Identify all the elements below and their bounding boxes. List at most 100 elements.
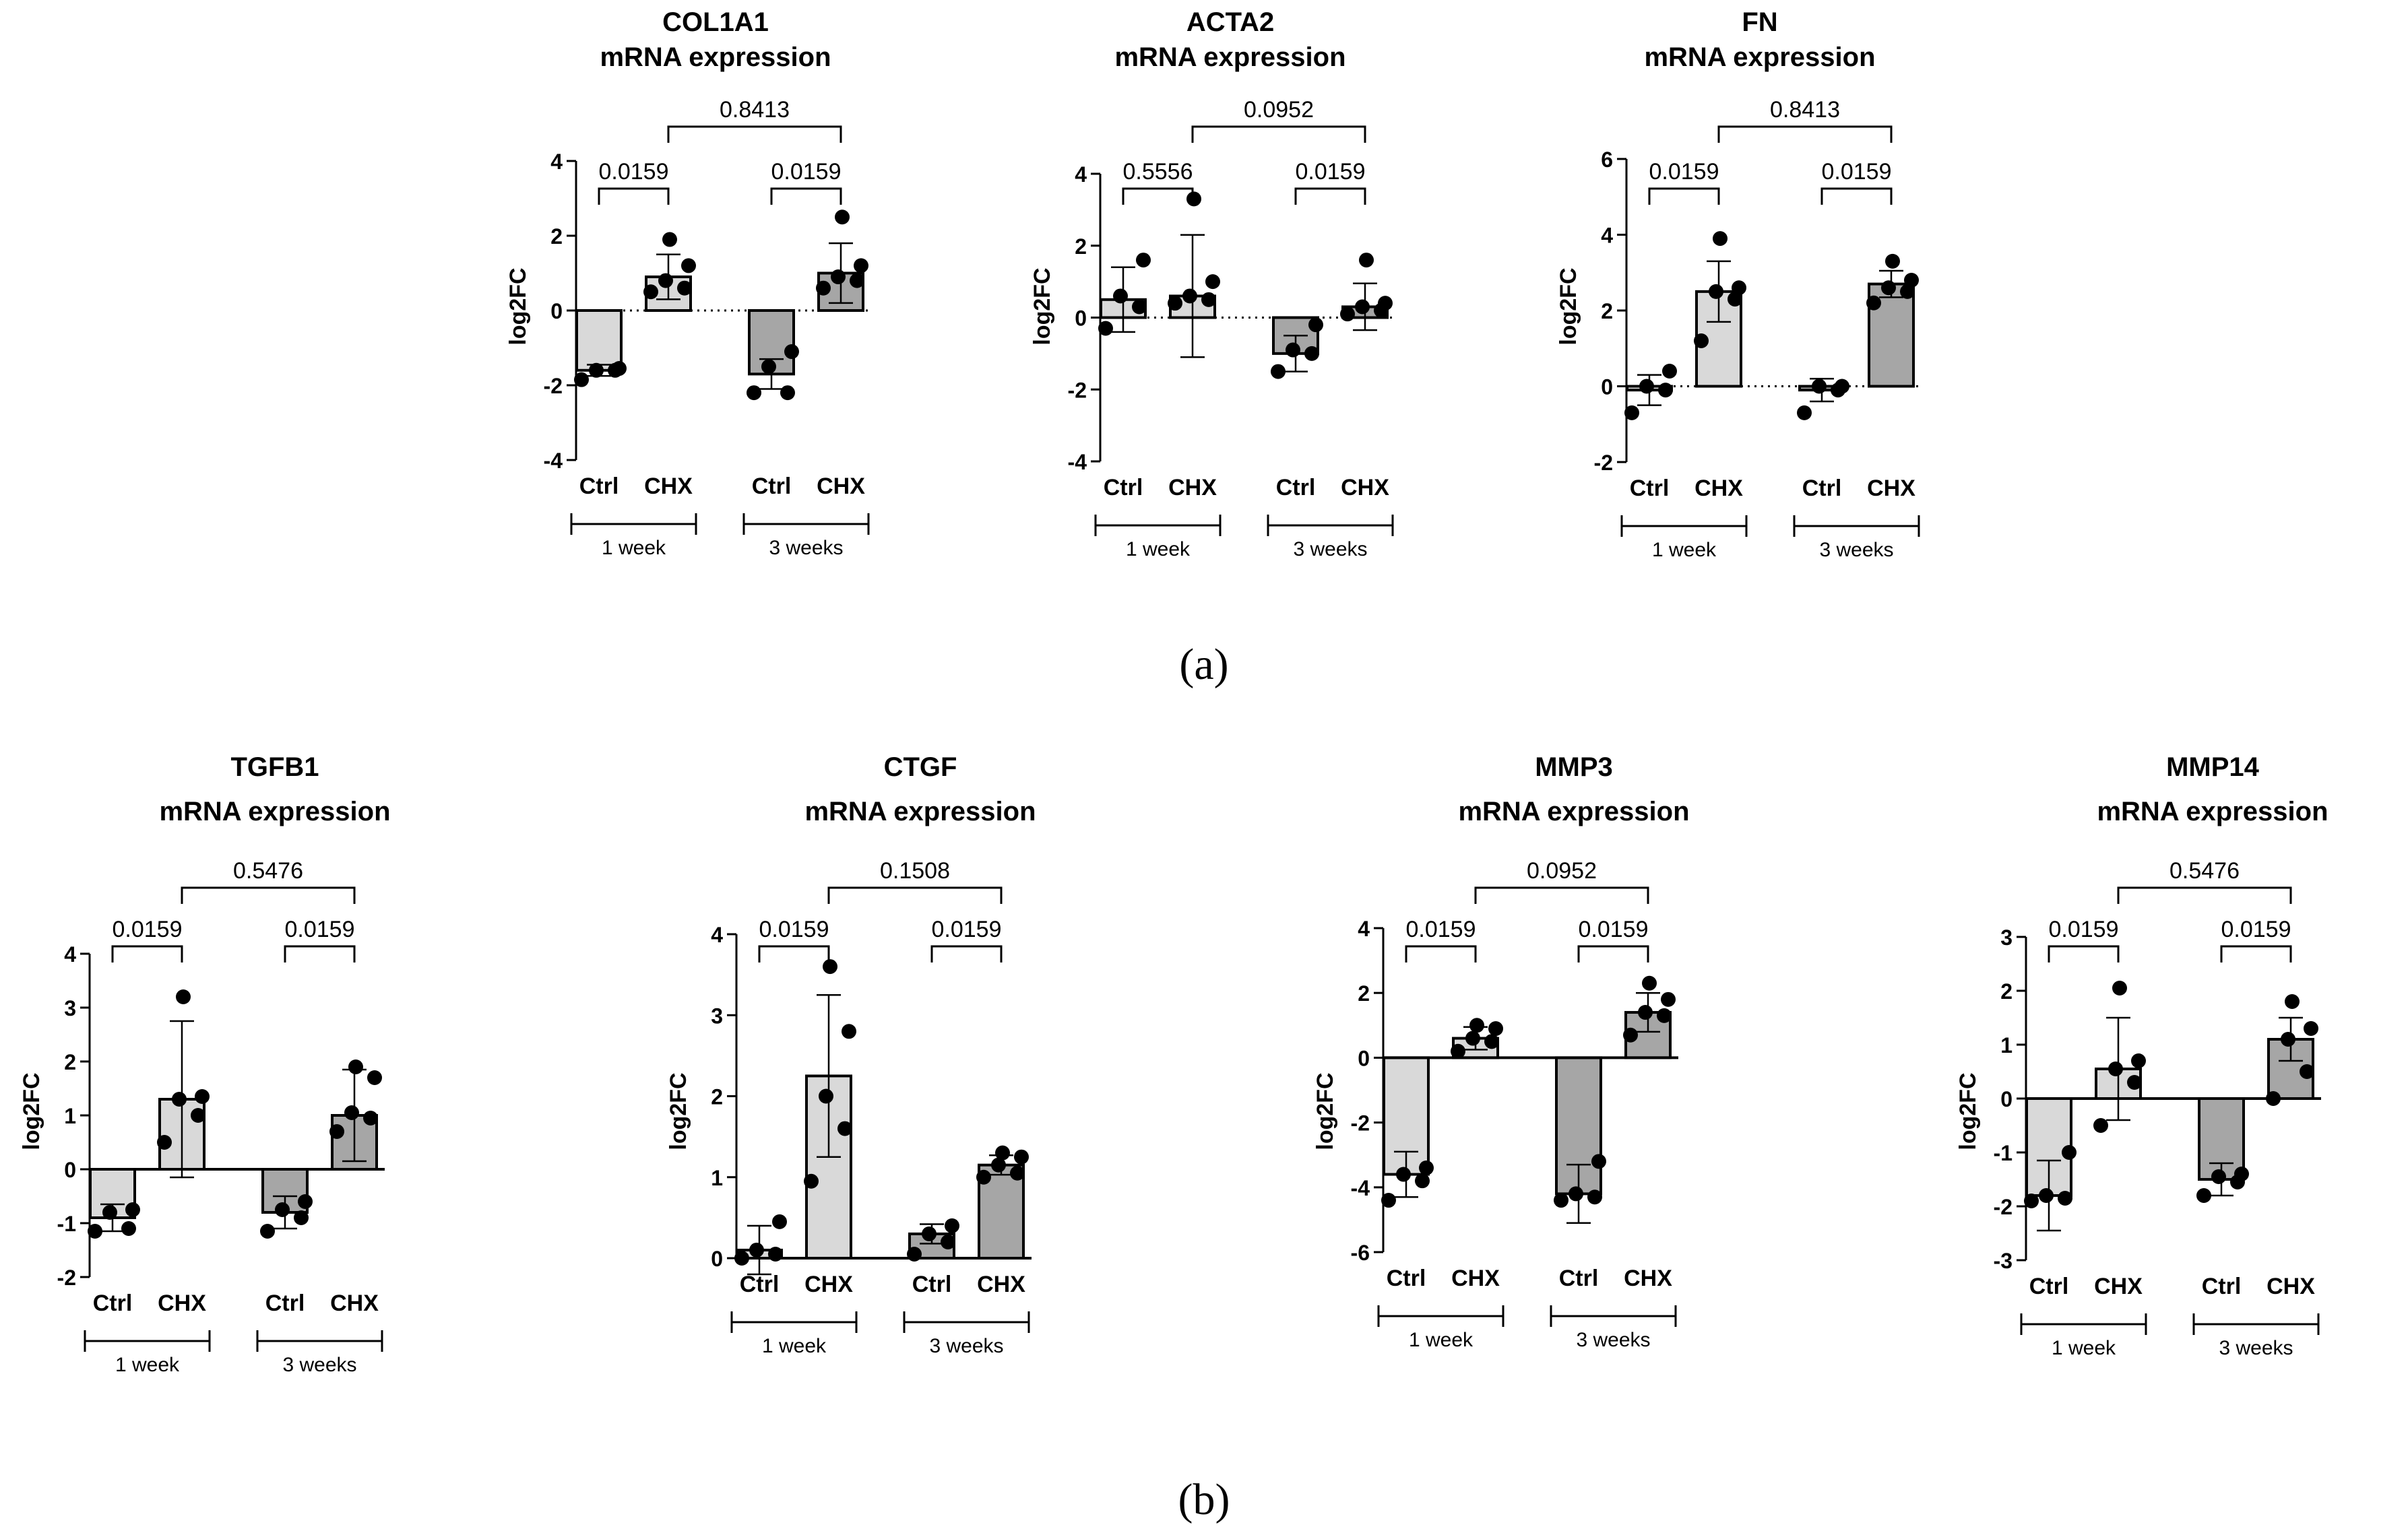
chart-ctgf-data-point bbox=[1014, 1149, 1029, 1165]
chart-acta2-data-point bbox=[1308, 317, 1323, 333]
chart-col1a1-p-value: 0.0159 bbox=[771, 159, 842, 185]
chart-mmp3-y-tick-label: 4 bbox=[1358, 917, 1370, 941]
chart-col1a1-x-category-label: Ctrl bbox=[752, 473, 792, 499]
chart-mmp3-x-category-label: CHX bbox=[1451, 1266, 1500, 1291]
chart-fn-p-value: 0.0159 bbox=[1649, 159, 1719, 185]
chart-tgfb1-y-tick-label: -1 bbox=[57, 1212, 76, 1236]
chart-col1a1-data-point bbox=[854, 258, 868, 273]
chart-tgfb1-y-tick-label: 4 bbox=[64, 942, 76, 967]
chart-fn-y-tick-label: 6 bbox=[1601, 148, 1613, 172]
chart-mmp14-y-tick-label: -1 bbox=[1994, 1141, 2013, 1165]
chart-fn-y-tick-label: -2 bbox=[1594, 451, 1613, 475]
chart-mmp3-data-point bbox=[1484, 1034, 1499, 1049]
chart-ctgf-group-label: 3 weeks bbox=[929, 1335, 1003, 1357]
chart-fn-data-point bbox=[1662, 364, 1677, 379]
chart-fn-data-point bbox=[1835, 379, 1849, 394]
chart-acta2-data-point bbox=[1355, 299, 1370, 315]
chart-col1a1-p-value: 0.8413 bbox=[720, 97, 790, 123]
chart-acta2-group-label: 1 week bbox=[1126, 538, 1191, 560]
chart-tgfb1-data-point bbox=[329, 1124, 344, 1139]
chart-tgfb1-y-tick-label: 2 bbox=[64, 1050, 76, 1074]
chart-acta2-y-tick-label: 0 bbox=[1075, 306, 1087, 331]
chart-col1a1-data-point bbox=[658, 273, 673, 288]
chart-ctgf-comparison-bracket bbox=[827, 886, 1003, 904]
chart-mmp3-group-label: 1 week bbox=[1409, 1329, 1474, 1351]
chart-col1a1-data-point bbox=[574, 372, 589, 387]
chart-mmp14-data-point bbox=[2093, 1118, 2108, 1133]
chart-col1a1-x-category-label: Ctrl bbox=[579, 473, 619, 499]
chart-mmp14-comparison-bracket bbox=[2117, 886, 2292, 904]
chart-mmp14-data-point bbox=[2127, 1075, 2142, 1090]
chart-mmp14-y-tick-label: 3 bbox=[2000, 925, 2013, 950]
chart-acta2-data-point bbox=[1304, 346, 1319, 361]
chart-ctgf-group-label: 1 week bbox=[762, 1335, 827, 1357]
chart-col1a1-bar bbox=[575, 309, 623, 372]
chart-fn-data-point bbox=[1732, 280, 1746, 296]
chart-mmp3-y-tick-label: -4 bbox=[1351, 1176, 1370, 1200]
chart-col1a1-group-label: 1 week bbox=[602, 537, 666, 559]
chart-mmp3-subtitle: mRNA expression bbox=[1458, 797, 1689, 826]
chart-ctgf-data-point bbox=[772, 1214, 787, 1229]
chart-fn-data-point bbox=[1639, 379, 1654, 394]
chart-ctgf-data-point bbox=[749, 1242, 764, 1258]
chart-mmp14-comparison-bracket bbox=[2048, 945, 2120, 962]
chart-acta2-data-point bbox=[1340, 306, 1355, 322]
chart-ctgf-p-value: 0.0159 bbox=[759, 917, 829, 942]
chart-acta2-y-tick-label: 4 bbox=[1075, 162, 1087, 187]
chart-acta2-comparison-bracket bbox=[1191, 125, 1366, 143]
chart-col1a1-y-tick-label: 4 bbox=[550, 150, 563, 174]
chart-tgfb1-data-point bbox=[344, 1105, 359, 1120]
chart-mmp3-data-point bbox=[1451, 1043, 1465, 1059]
chart-fn-x-category-label: CHX bbox=[1694, 476, 1743, 501]
chart-fn-p-value: 0.8413 bbox=[1770, 97, 1840, 123]
chart-mmp14-data-point bbox=[2234, 1167, 2249, 1181]
chart-fn-data-point bbox=[1709, 284, 1723, 299]
chart-fn-data-point bbox=[1694, 333, 1709, 348]
chart-fn-data-point bbox=[1904, 273, 1919, 288]
chart-tgfb1-group-label: 3 weeks bbox=[282, 1354, 356, 1376]
chart-mmp3-data-point bbox=[1638, 1005, 1653, 1020]
chart-acta2-y-tick-label: 2 bbox=[1075, 234, 1087, 259]
chart-col1a1-title: COL1A1 bbox=[662, 7, 769, 37]
chart-tgfb1-y-tick-label: 3 bbox=[64, 996, 76, 1020]
chart-fn-group-label: 3 weeks bbox=[1819, 539, 1893, 561]
chart-col1a1-data-point bbox=[747, 385, 761, 401]
chart-acta2-data-point bbox=[1186, 191, 1201, 207]
chart-fn-p-value: 0.0159 bbox=[1822, 159, 1892, 185]
chart-mmp14-x-category-label: CHX bbox=[2094, 1274, 2143, 1299]
chart-ctgf-data-point bbox=[819, 1088, 833, 1104]
chart-ctgf-data-point bbox=[837, 1121, 852, 1136]
chart-mmp14-data-point bbox=[2196, 1188, 2211, 1203]
chart-tgfb1-data-point bbox=[294, 1210, 309, 1225]
chart-mmp14-group-label: 1 week bbox=[2052, 1337, 2116, 1359]
chart-acta2-p-value: 0.0952 bbox=[1244, 97, 1314, 123]
chart-tgfb1-data-point bbox=[172, 1092, 187, 1107]
chart-mmp14-data-point bbox=[2266, 1091, 2281, 1106]
chart-mmp14-data-point bbox=[2108, 1062, 2123, 1076]
chart-col1a1-data-point bbox=[677, 280, 692, 296]
chart-tgfb1-p-value: 0.0159 bbox=[113, 917, 183, 942]
chart-mmp3-p-value: 0.0159 bbox=[1579, 917, 1649, 942]
chart-ctgf-data-point bbox=[907, 1246, 922, 1262]
chart-fn-comparison-bracket bbox=[1820, 187, 1893, 205]
chart-tgfb1-comparison-bracket bbox=[284, 945, 356, 962]
chart-col1a1-x-category-label: CHX bbox=[644, 473, 693, 499]
chart-col1a1-y-tick-label: 2 bbox=[550, 224, 563, 249]
chart-mmp3-data-point bbox=[1642, 975, 1657, 991]
chart-col1a1-data-point bbox=[835, 209, 850, 225]
chart-col1a1-x-category-label: CHX bbox=[817, 473, 865, 499]
chart-mmp14-p-value: 0.5476 bbox=[2169, 858, 2240, 884]
chart-mmp14-y-tick-label: -3 bbox=[1994, 1249, 2013, 1273]
chart-mmp3-y-tick-label: -2 bbox=[1351, 1111, 1370, 1136]
chart-tgfb1-group-label: 1 week bbox=[115, 1354, 180, 1376]
chart-acta2-data-point bbox=[1168, 296, 1182, 311]
chart-mmp14-data-point bbox=[2304, 1021, 2318, 1036]
chart-tgfb1-subtitle: mRNA expression bbox=[159, 797, 390, 826]
chart-mmp14-data-point bbox=[2300, 1064, 2314, 1079]
chart-mmp3-y-label: log2FC bbox=[1312, 1072, 1338, 1150]
chart-tgfb1-x-category-label: CHX bbox=[158, 1291, 206, 1316]
chart-ctgf-x-category-label: CHX bbox=[977, 1272, 1025, 1297]
chart-acta2-data-point bbox=[1182, 288, 1197, 304]
chart-mmp14-data-point bbox=[2058, 1191, 2072, 1206]
